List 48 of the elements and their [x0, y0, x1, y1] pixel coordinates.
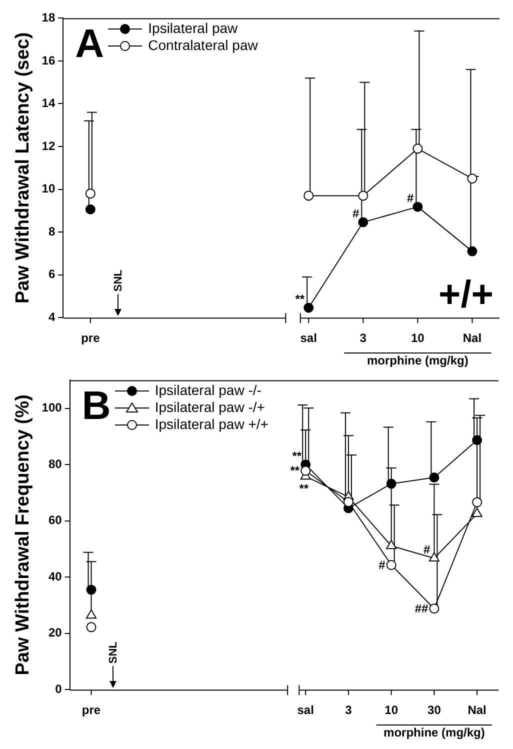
annotation: +/+ [438, 274, 494, 316]
annotation: ** [290, 464, 300, 478]
y-tick-label: 16 [42, 53, 56, 68]
y-axis-title: Paw Withdrawal Latency (sec) [12, 32, 34, 304]
x-tick-label: 30 [428, 703, 442, 718]
annotation: ** [292, 448, 302, 463]
legend-label: Ipsilateral paw [148, 20, 238, 38]
legend-label: Ipsilateral paw -/- [154, 382, 262, 400]
y-tick-label: 40 [48, 569, 62, 584]
y-tick-label: 100 [42, 400, 62, 415]
x-tick-label: sal [297, 703, 314, 718]
y-tick-label: 60 [48, 513, 62, 528]
annotation: # [407, 191, 414, 206]
annotation: SNL [108, 641, 120, 664]
x-tick-label: 3 [360, 331, 367, 346]
y-tick-label: 10 [42, 182, 56, 196]
chart-title: A [75, 22, 104, 66]
legend-label: Ipsilateral paw +/+ [154, 416, 268, 434]
legend-label: Contralateral paw [148, 37, 258, 54]
x-axis-title: morphine (mg/kg) [367, 353, 468, 368]
annotation: # [378, 558, 386, 572]
annotation: ** [295, 292, 305, 306]
y-tick-label: 8 [48, 224, 56, 238]
y-tick-label: 6 [48, 267, 56, 282]
x-tick-label: pre [81, 331, 100, 346]
x-tick-label: 10 [411, 331, 425, 346]
y-tick-label: 0 [55, 682, 62, 696]
x-tick-label: pre [82, 703, 101, 718]
y-tick-label: 80 [48, 456, 62, 471]
annotation: ** [299, 482, 309, 496]
y-tick-label: 14 [42, 96, 56, 110]
y-tick-label: 12 [42, 138, 56, 153]
legend-label: Ipsilateral paw -/+ [154, 399, 265, 416]
x-axis-title: morphine (mg/kg) [384, 725, 485, 740]
y-tick-label: 4 [48, 310, 56, 324]
annotation: # [424, 542, 431, 557]
x-tick-label: 3 [345, 703, 352, 718]
y-axis-title: Paw Withdrawal Frequency (%) [12, 394, 34, 676]
x-tick-label: Nal [468, 703, 486, 718]
chart-title: B [82, 384, 111, 428]
x-tick-label: sal [300, 331, 317, 346]
annotation: ## [414, 601, 429, 616]
annotation: SNL [112, 269, 125, 292]
y-tick-label: 20 [48, 626, 62, 640]
x-tick-label: 10 [384, 703, 398, 718]
x-tick-label: Nal [462, 331, 482, 346]
annotation: # [352, 206, 360, 221]
y-tick-label: 18 [42, 10, 56, 25]
